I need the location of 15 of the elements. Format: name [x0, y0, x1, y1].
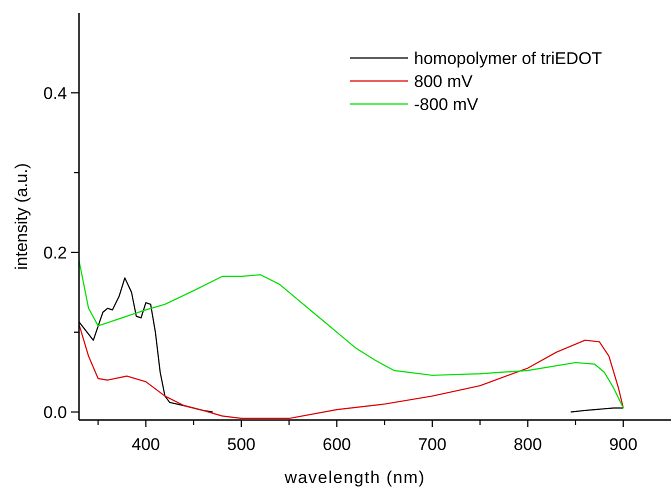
x-tick-label: 700 [418, 435, 446, 454]
y-tick-label: 0.4 [43, 84, 67, 103]
y-tick-label: 0.0 [43, 403, 67, 422]
y-axis-title: intensity (a.u.) [12, 163, 31, 270]
legend-label: homopolymer of triEDOT [414, 49, 602, 68]
x-tick-label: 500 [227, 435, 256, 454]
line-series [78, 324, 624, 420]
x-axis-title: wavelength (nm) [284, 468, 426, 487]
legend-label: 800 mV [414, 72, 474, 91]
x-tick-label: 600 [322, 435, 351, 454]
legend-label: -800 mV [414, 95, 479, 114]
x-tick-label: 900 [609, 435, 638, 454]
y-tick-label: 0.2 [43, 243, 67, 262]
x-tick-label: 400 [132, 435, 160, 454]
x-tick-label: 800 [514, 435, 542, 454]
